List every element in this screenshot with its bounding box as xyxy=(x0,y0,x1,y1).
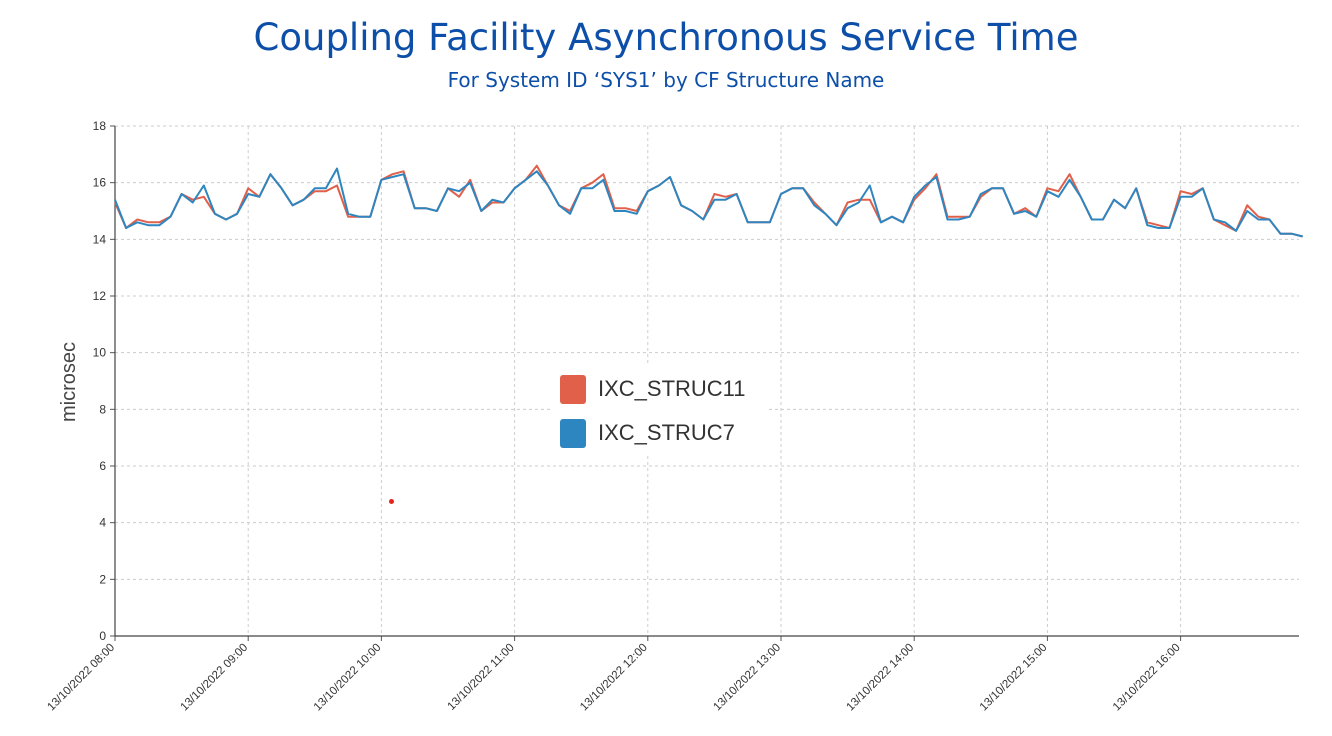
series-line-1 xyxy=(114,164,1303,238)
chart-title: Coupling Facility Asynchronous Service T… xyxy=(253,16,1079,59)
y-tick-label: 2 xyxy=(99,572,106,586)
y-tick-label: 4 xyxy=(99,516,106,530)
y-tick-label: 0 xyxy=(99,629,106,643)
y-tick-label: 18 xyxy=(93,119,107,133)
y-tick-label: 10 xyxy=(93,346,107,360)
x-tick-label: 13/10/2022 12:00 xyxy=(578,642,650,714)
legend-item-series-1[interactable]: IXC_STRUC11 xyxy=(560,372,746,406)
red-dot-marker xyxy=(389,499,394,504)
x-tick-label: 13/10/2022 15:00 xyxy=(978,642,1050,714)
chart-subtitle: For System ID ‘SYS1’ by CF Structure Nam… xyxy=(447,68,885,92)
y-tick-label: 12 xyxy=(93,289,107,303)
x-tick-label: 13/10/2022 16:00 xyxy=(1111,642,1183,714)
series-line-2 xyxy=(114,167,1303,238)
x-tick-label: 13/10/2022 14:00 xyxy=(845,642,917,714)
chart-legend: IXC_STRUC11 IXC_STRUC7 xyxy=(552,366,766,456)
x-tick-label: 13/10/2022 13:00 xyxy=(711,642,783,714)
legend-label: IXC_STRUC11 xyxy=(598,376,746,401)
y-axis-label: microsec xyxy=(58,342,80,422)
x-tick-label: 13/10/2022 11:00 xyxy=(446,642,517,713)
legend-swatch xyxy=(560,418,586,448)
legend-label: IXC_STRUC7 xyxy=(598,420,735,445)
x-tick-label: 13/10/2022 10:00 xyxy=(312,642,384,714)
legend-swatch xyxy=(560,374,586,404)
x-tick-label: 13/10/2022 08:00 xyxy=(45,642,117,714)
y-tick-label: 8 xyxy=(99,402,106,416)
y-tick-label: 14 xyxy=(93,232,107,246)
y-tick-label: 6 xyxy=(99,459,106,473)
y-tick-label: 16 xyxy=(93,176,107,190)
x-tick-label: 13/10/2022 09:00 xyxy=(179,642,251,714)
legend-item-series-2[interactable]: IXC_STRUC7 xyxy=(560,416,735,450)
